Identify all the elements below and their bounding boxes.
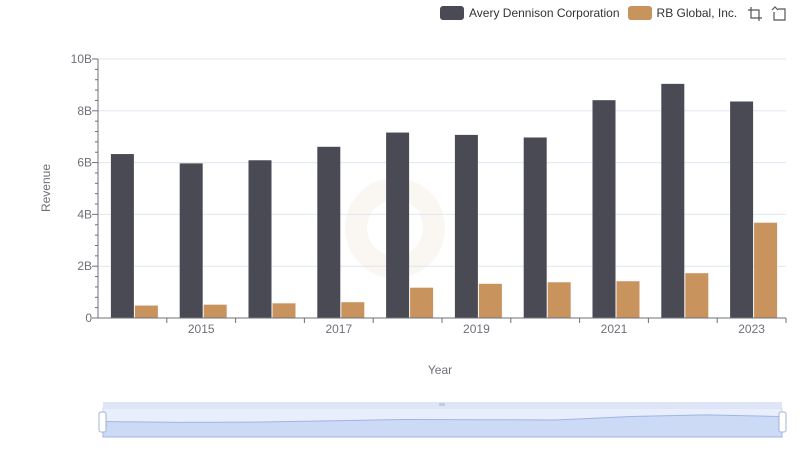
restore-icon[interactable]	[771, 6, 787, 22]
bar-avery-2021[interactable]	[592, 100, 616, 318]
slider-handle-right[interactable]	[778, 411, 787, 433]
y-tick-label: 6B	[77, 156, 92, 170]
bar-rb-global-2014[interactable]	[134, 305, 158, 318]
bar-avery-2020[interactable]	[523, 137, 547, 318]
legend-swatch-avery	[440, 6, 464, 20]
bar-avery-2023[interactable]	[730, 101, 754, 318]
y-tick-label: 2B	[77, 259, 92, 273]
bar-rb-global-2020[interactable]	[547, 282, 571, 318]
bar-rb-global-2017[interactable]	[341, 302, 365, 318]
bar-avery-2014[interactable]	[110, 154, 134, 318]
legend-item-avery[interactable]: Avery Dennison Corporation	[440, 6, 620, 20]
bar-avery-2015[interactable]	[179, 163, 203, 318]
bar-rb-global-2019[interactable]	[478, 283, 502, 318]
bar-rb-global-2018[interactable]	[410, 287, 434, 318]
bar-rb-global-2016[interactable]	[272, 303, 296, 318]
x-axis-title: Year	[428, 363, 452, 377]
bar-avery-2018[interactable]	[386, 132, 410, 318]
bar-avery-2019[interactable]	[454, 134, 478, 318]
bar-rb-global-2022[interactable]	[685, 273, 709, 318]
y-tick-label: 10B	[71, 52, 92, 66]
slider-grip-icon[interactable]	[439, 403, 445, 406]
axes: 0 2B 4B 6B 8B 10B 2015 2017 2019 2021 2023	[71, 52, 787, 336]
x-tick-label: 2015	[188, 322, 215, 336]
bar-avery-2017[interactable]	[317, 146, 341, 318]
y-axis-title: Revenue	[39, 164, 53, 212]
y-tick-label: 0	[85, 311, 92, 325]
x-tick-label: 2019	[463, 322, 490, 336]
legend-label-avery: Avery Dennison Corporation	[469, 6, 620, 20]
slider-preview-area	[102, 414, 783, 438]
zoom-icon[interactable]	[747, 6, 763, 22]
bar-rb-global-2023[interactable]	[754, 222, 778, 318]
bar-avery-2022[interactable]	[661, 83, 685, 318]
bar-rb-global-2015[interactable]	[203, 304, 227, 318]
data-zoom-slider[interactable]	[98, 402, 787, 438]
legend-label-rb-global: RB Global, Inc.	[656, 6, 738, 20]
bar-avery-2016[interactable]	[248, 160, 272, 318]
toolbox	[747, 6, 787, 22]
bar-rb-global-2021[interactable]	[616, 281, 640, 318]
legend: Avery Dennison Corporation RB Global, In…	[440, 4, 745, 22]
x-tick-label: 2021	[601, 322, 628, 336]
x-tick-label: 2017	[325, 322, 352, 336]
legend-item-rb-global[interactable]: RB Global, Inc.	[627, 6, 738, 20]
x-tick-label: 2023	[738, 322, 765, 336]
y-tick-label: 4B	[77, 207, 92, 221]
legend-swatch-rb-global	[627, 6, 652, 20]
bars	[110, 83, 778, 318]
y-tick-label: 8B	[77, 104, 92, 118]
slider-handle-left[interactable]	[98, 411, 107, 433]
